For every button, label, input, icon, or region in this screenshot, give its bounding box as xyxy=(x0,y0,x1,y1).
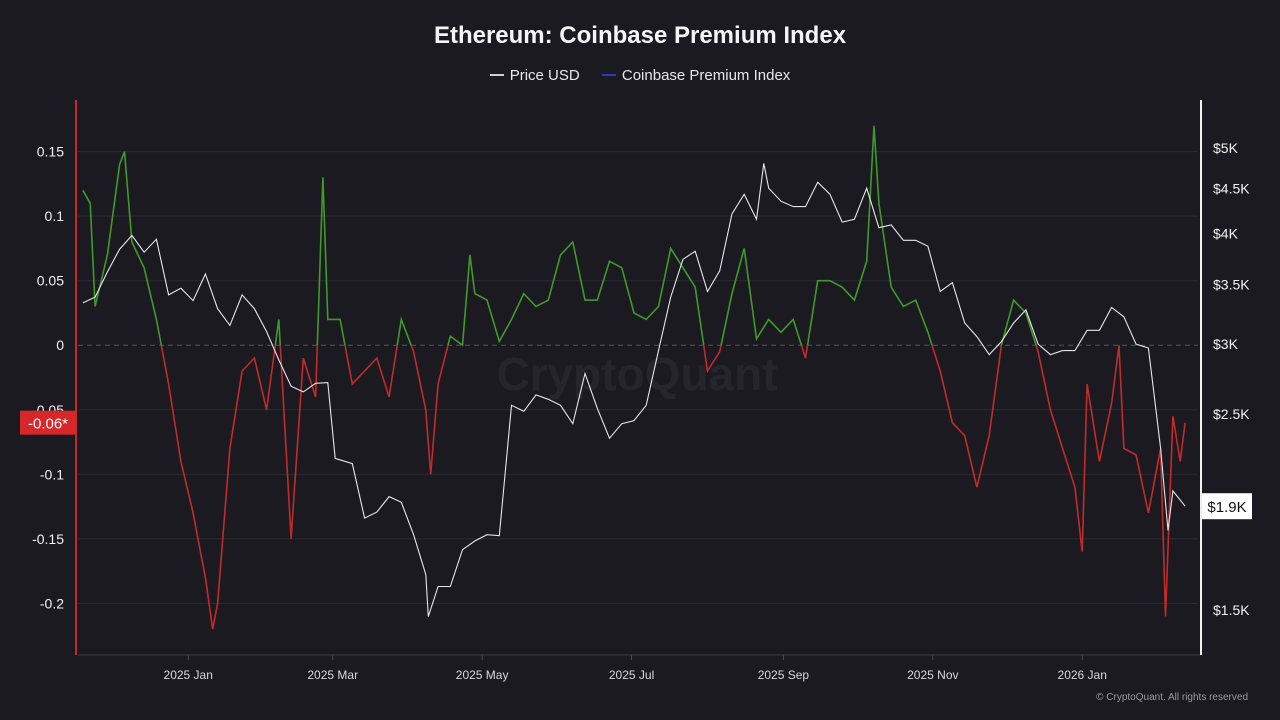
y-left-tick-label: 0.05 xyxy=(37,273,64,289)
y-left-tick-label: 0 xyxy=(56,337,64,353)
x-tick-label: 2025 Jan xyxy=(164,668,213,682)
y-left-tick-label: 0.15 xyxy=(37,144,64,160)
y-left-tick-label: -0.1 xyxy=(40,466,64,482)
x-tick-label: 2025 Jul xyxy=(609,668,654,682)
price-line xyxy=(82,163,1186,617)
y-left-tick-label: -0.2 xyxy=(40,595,64,611)
legend-item-premium[interactable]: Coinbase Premium Index xyxy=(601,66,791,84)
y-right-tick-label: $3K xyxy=(1213,336,1239,352)
y-right-tick-label: $3.5K xyxy=(1213,277,1250,293)
y-right-tick-label: $2.5K xyxy=(1213,406,1250,422)
y-right-tick-label: $4.5K xyxy=(1213,180,1250,196)
x-tick-label: 2026 Jan xyxy=(1058,668,1107,682)
legend: Price USD Coinbase Premium Index xyxy=(0,63,1280,84)
x-tick-label: 2025 Sep xyxy=(758,668,810,682)
watermark: CryptoQuant xyxy=(496,348,777,400)
x-tick-label: 2025 May xyxy=(456,668,509,682)
premium-line-negative xyxy=(160,345,1186,630)
copyright: © CryptoQuant. All rights reserved xyxy=(1096,692,1248,703)
legend-swatch-premium xyxy=(601,74,616,76)
y-right-tick-label: $5K xyxy=(1213,140,1239,156)
current-price-badge xyxy=(1202,493,1252,520)
x-tick-label: 2025 Mar xyxy=(307,668,358,682)
legend-swatch-price xyxy=(489,74,504,76)
legend-label-price: Price USD xyxy=(509,66,580,84)
legend-label-premium: Coinbase Premium Index xyxy=(621,66,791,84)
premium-line-positive xyxy=(82,125,1120,346)
current-price-label: $1.9K xyxy=(1207,499,1246,516)
current-premium-label: -0.06* xyxy=(28,416,68,433)
y-left-tick-label: 0.1 xyxy=(45,208,65,224)
current-premium-badge xyxy=(20,410,76,435)
x-tick-label: 2025 Nov xyxy=(907,668,958,682)
y-right-tick-label: $1.5K xyxy=(1213,602,1250,618)
chart-title: Ethereum: Coinbase Premium Index xyxy=(433,22,847,49)
gridlines xyxy=(78,151,1198,604)
y-right-tick-label: $4K xyxy=(1213,226,1239,242)
legend-item-price[interactable]: Price USD xyxy=(489,66,580,84)
y-left-tick-label: -0.15 xyxy=(32,531,64,547)
